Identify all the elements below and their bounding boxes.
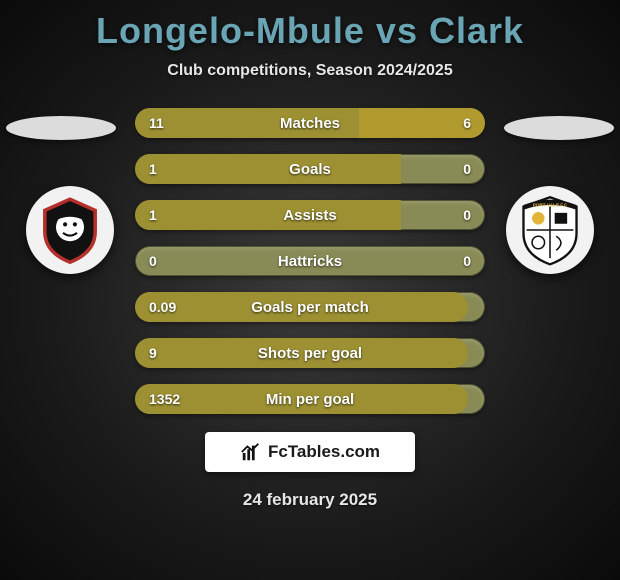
page-title: Longelo-Mbule vs Clark [0, 0, 620, 52]
stat-row: Matches116 [135, 108, 485, 138]
stat-row: Goals per match0.09 [135, 292, 485, 322]
team-crest-left [26, 186, 114, 274]
player-left-shadow [6, 116, 116, 140]
stat-bar-left [135, 384, 468, 414]
stat-bars: Matches116 Goals10 Assists10 Hattricks00 Goa… [135, 108, 485, 414]
stat-bar-right [359, 108, 485, 138]
player-right-shadow [504, 116, 614, 140]
stat-row: Goals10 [135, 154, 485, 184]
shield-icon: PORT VALE F.C [511, 191, 589, 269]
stat-bar-left [135, 338, 468, 368]
stat-bar-left [135, 292, 468, 322]
stat-bar-left [135, 154, 401, 184]
shield-icon [35, 195, 105, 265]
stat-row: Hattricks00 [135, 246, 485, 276]
team-crest-right: PORT VALE F.C [506, 186, 594, 274]
stat-row: Shots per goal9 [135, 338, 485, 368]
brand-badge: FcTables.com [205, 432, 415, 472]
svg-text:PORT VALE F.C: PORT VALE F.C [533, 203, 568, 208]
chart-icon [240, 441, 262, 463]
comparison-arena: PORT VALE F.C Matches116 Goals10 Assists10… [0, 108, 620, 414]
stat-row: Min per goal1352 [135, 384, 485, 414]
stat-bar-bg [135, 246, 485, 276]
stat-bar-left [135, 200, 401, 230]
brand-text: FcTables.com [268, 442, 380, 462]
page-date: 24 february 2025 [0, 490, 620, 510]
stat-row: Assists10 [135, 200, 485, 230]
page-subtitle: Club competitions, Season 2024/2025 [0, 62, 620, 80]
stat-bar-left [135, 108, 359, 138]
